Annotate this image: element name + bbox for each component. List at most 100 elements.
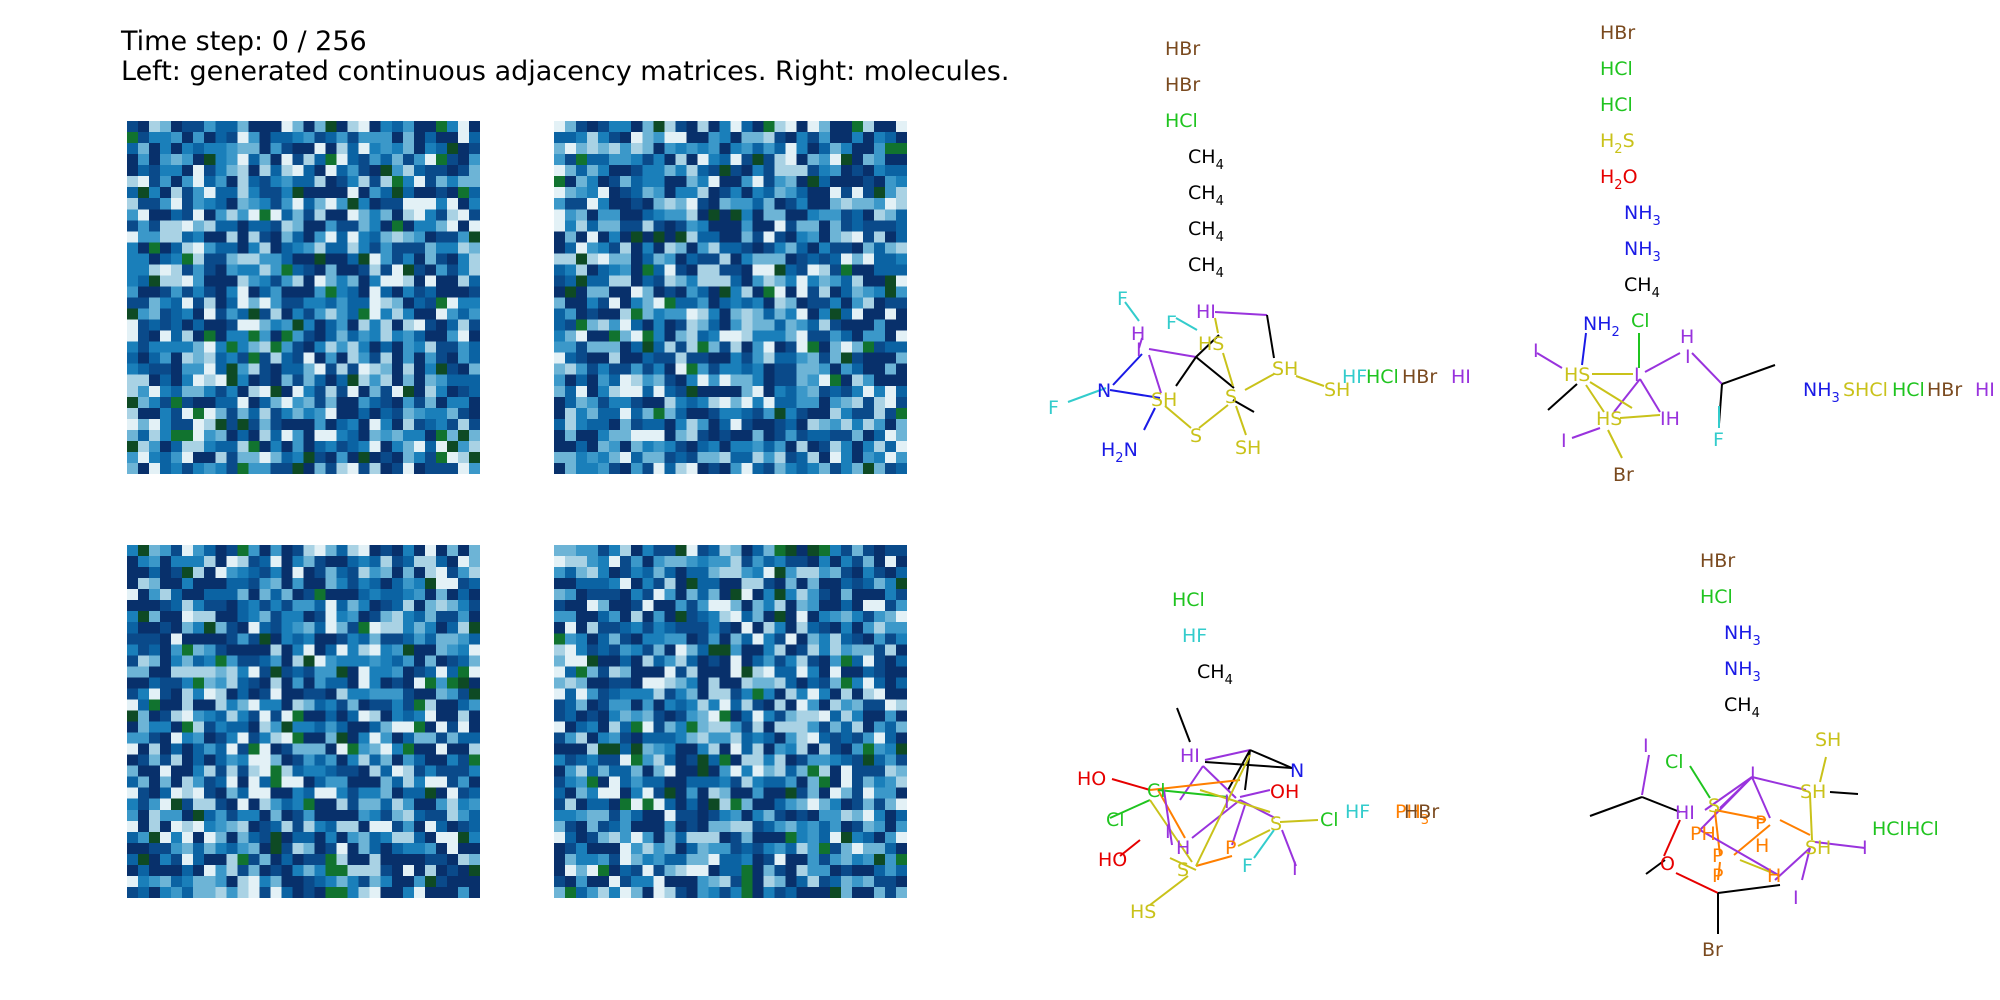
matrix-cell — [752, 633, 764, 645]
matrix-cell — [292, 319, 304, 331]
matrix-cell — [391, 154, 404, 166]
atom: I — [1292, 858, 1298, 880]
matrix-cell — [763, 622, 775, 634]
matrix-cell — [686, 732, 698, 744]
matrix-cell — [292, 374, 304, 386]
adjacency-matrix-bottom-left — [127, 545, 480, 898]
matrix-cell — [895, 666, 907, 678]
matrix-cell — [851, 341, 864, 353]
matrix-cell — [818, 330, 831, 342]
matrix-cell — [620, 187, 632, 199]
matrix-cell — [730, 407, 742, 420]
matrix-cell — [160, 699, 172, 711]
matrix-cell — [576, 886, 588, 898]
matrix-cell — [796, 754, 808, 766]
matrix-cell — [884, 132, 897, 144]
matrix-cell — [851, 286, 864, 298]
matrix-cell — [642, 198, 654, 210]
matrix-cell — [774, 286, 786, 298]
matrix-cell — [369, 721, 381, 733]
matrix-cell — [851, 809, 864, 822]
matrix-cell — [598, 754, 610, 766]
matrix-cell — [818, 556, 831, 568]
matrix-cell — [752, 721, 764, 733]
matrix-cell — [686, 545, 698, 557]
matrix-cell — [862, 853, 875, 866]
matrix-cell — [347, 374, 359, 386]
matrix-cell — [369, 187, 381, 199]
matrix-cell — [785, 864, 797, 877]
matrix-cell — [248, 754, 260, 766]
matrix-cell — [435, 831, 448, 844]
matrix-cell — [642, 143, 654, 155]
matrix-cell — [664, 743, 676, 755]
atom: I — [1862, 837, 1868, 859]
matrix-cell — [873, 864, 886, 877]
matrix-cell — [895, 297, 907, 309]
matrix-cell — [358, 776, 370, 788]
matrix-cell — [314, 165, 326, 177]
matrix-cell — [193, 363, 205, 375]
matrix-cell — [763, 407, 775, 420]
matrix-cell — [292, 308, 304, 320]
matrix-cell — [741, 121, 753, 133]
matrix-cell — [664, 341, 676, 353]
matrix-cell — [609, 798, 621, 810]
matrix-cell — [598, 264, 610, 276]
matrix-cell — [336, 121, 348, 133]
matrix-cell — [336, 209, 348, 221]
matrix-cell — [457, 644, 470, 656]
matrix-cell — [270, 710, 282, 722]
matrix-cell — [424, 462, 437, 474]
matrix-cell — [554, 798, 566, 810]
matrix-cell — [719, 396, 731, 409]
matrix-cell — [675, 418, 687, 431]
matrix-cell — [446, 242, 459, 254]
matrix-cell — [336, 765, 348, 777]
matrix-cell — [895, 440, 907, 453]
matrix-cell — [127, 556, 139, 568]
matrix-cell — [697, 264, 709, 276]
matrix-cell — [752, 220, 764, 232]
matrix-cell — [884, 451, 897, 464]
matrix-cell — [829, 231, 842, 243]
matrix-cell — [391, 842, 404, 855]
matrix-cell — [204, 578, 216, 590]
matrix-cell — [664, 176, 676, 188]
matrix-cell — [807, 831, 819, 844]
matrix-cell — [708, 886, 720, 898]
matrix-cell — [686, 699, 698, 711]
matrix-cell — [292, 820, 304, 833]
matrix-cell — [347, 622, 359, 634]
matrix-cell — [149, 143, 161, 155]
matrix-cell — [259, 677, 271, 689]
matrix-cell — [763, 776, 775, 788]
matrix-cell — [730, 633, 742, 645]
matrix-cell — [215, 776, 227, 788]
matrix-cell — [149, 655, 161, 667]
matrix-cell — [358, 611, 370, 623]
matrix-cell — [281, 743, 293, 755]
matrix-cell — [807, 176, 819, 188]
matrix-cell — [182, 578, 194, 590]
matrix-cell — [314, 853, 326, 866]
matrix-cell — [435, 374, 448, 386]
matrix-cell — [851, 633, 864, 645]
matrix-cell — [807, 622, 819, 634]
matrix-cell — [204, 831, 216, 844]
matrix-cell — [895, 611, 907, 623]
matrix-cell — [818, 462, 831, 474]
matrix-cell — [686, 754, 698, 766]
matrix-cell — [851, 363, 864, 375]
matrix-cell — [182, 242, 194, 254]
matrix-cell — [862, 567, 875, 579]
matrix-cell — [796, 677, 808, 689]
matrix-cell — [435, 418, 448, 431]
matrix-cell — [413, 754, 426, 766]
matrix-cell — [587, 578, 599, 590]
matrix-cell — [741, 198, 753, 210]
matrix-cell — [127, 363, 139, 375]
matrix-cell — [171, 875, 183, 888]
matrix-cell — [576, 776, 588, 788]
matrix-cell — [468, 666, 480, 678]
